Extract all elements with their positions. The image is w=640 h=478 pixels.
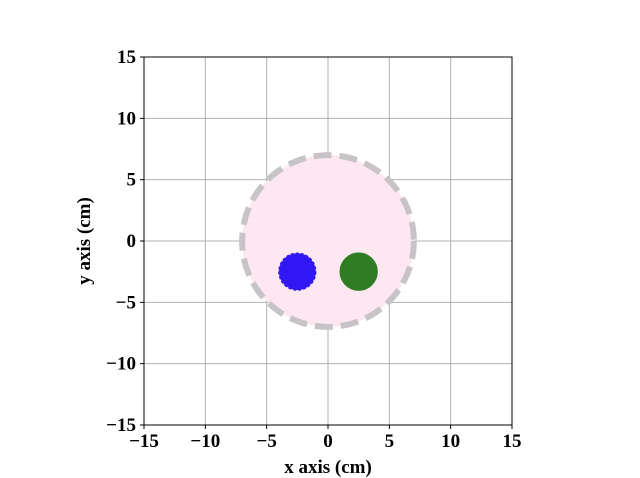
y-tick-label: −10 xyxy=(106,354,136,375)
circle-blue xyxy=(278,252,317,291)
y-tick-label: −15 xyxy=(106,415,136,436)
x-tick-labels: −15 −10 −5 0 5 10 15 xyxy=(129,431,521,452)
y-tick-label: 0 xyxy=(127,231,137,252)
circle-green xyxy=(339,252,378,291)
y-tick-label: 15 xyxy=(117,47,136,68)
y-tick-label: 5 xyxy=(127,170,137,191)
data-circles xyxy=(239,152,417,330)
x-tick-label: −15 xyxy=(129,431,159,452)
y-tick-label: −5 xyxy=(116,292,136,313)
x-tick-label: 5 xyxy=(385,431,395,452)
y-tick-label: 10 xyxy=(117,108,136,129)
x-tick-label: 15 xyxy=(503,431,522,452)
y-tick-labels: −15 −10 −5 0 5 10 15 xyxy=(106,47,136,436)
x-tick-label: 0 xyxy=(323,431,333,452)
x-tick-label: −10 xyxy=(190,431,220,452)
circle-boundary xyxy=(239,152,417,330)
x-tick-label: 10 xyxy=(441,431,460,452)
y-axis-label: y axis (cm) xyxy=(74,197,95,285)
x-tick-label: −5 xyxy=(257,431,277,452)
x-axis-label: x axis (cm) xyxy=(284,457,372,478)
tick-marks xyxy=(140,56,513,429)
